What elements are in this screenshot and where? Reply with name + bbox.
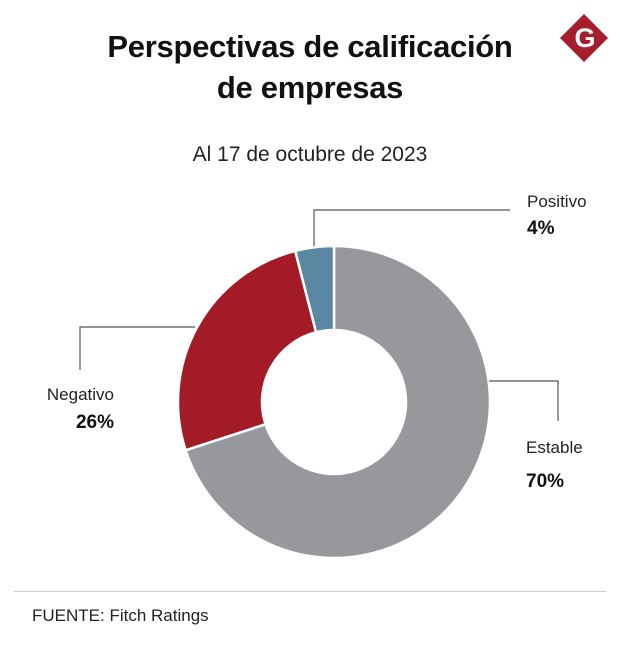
slice-label-positivo: Positivo: [527, 192, 587, 211]
leader-line-positivo: [313, 209, 510, 246]
brand-logo-badge: [560, 14, 608, 62]
leader-line-negativo: [79, 326, 195, 370]
slice-label-estable: Estable: [526, 438, 583, 457]
slice-negativo: [176, 249, 318, 452]
footer-divider: [14, 591, 606, 592]
leader-line-estable: [489, 380, 559, 421]
brand-logo-letter: G: [574, 23, 595, 53]
chart-title-line-1: Perspectivas de calificación: [107, 29, 513, 64]
chart-title-line-2: de empresas: [216, 70, 404, 105]
slice-estable: [184, 244, 492, 560]
slice-labels: Estable 70% Negativo 26% Positivo 4%: [47, 192, 587, 492]
donut-slices: [176, 244, 492, 560]
donut-chart: Estable 70% Negativo 26% Positivo 4%: [47, 192, 587, 560]
slice-value-negativo: 26%: [76, 412, 114, 433]
brand-logo: G: [560, 14, 608, 62]
slice-label-negativo: Negativo: [47, 385, 114, 404]
slice-value-estable: 70%: [526, 471, 564, 492]
slice-positivo: [293, 244, 336, 334]
slice-value-positivo: 4%: [527, 218, 555, 239]
source-note: FUENTE: Fitch Ratings: [32, 606, 209, 625]
chart-title: Perspectivas de calificación de empresas: [40, 26, 580, 108]
chart-subtitle: Al 17 de octubre de 2023: [192, 143, 428, 166]
leader-lines: [79, 209, 559, 421]
